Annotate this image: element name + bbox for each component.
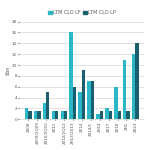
Bar: [52, 111, 55, 119]
Bar: [82, 70, 85, 119]
Y-axis label: $bn: $bn: [6, 66, 10, 75]
Bar: [132, 54, 135, 119]
Bar: [34, 111, 37, 119]
Bar: [126, 111, 130, 119]
Bar: [55, 111, 58, 119]
Bar: [37, 111, 41, 119]
Bar: [123, 60, 126, 119]
Bar: [96, 114, 100, 119]
Bar: [91, 81, 94, 119]
Bar: [25, 108, 28, 119]
Bar: [114, 87, 117, 119]
Bar: [28, 111, 32, 119]
Bar: [135, 43, 139, 119]
Bar: [87, 81, 91, 119]
Bar: [78, 92, 82, 119]
Bar: [64, 111, 67, 119]
Bar: [69, 32, 73, 119]
Bar: [105, 108, 109, 119]
Bar: [100, 111, 103, 119]
Legend: LTM CLO LF, LTM CLO LP: LTM CLO LF, LTM CLO LP: [46, 8, 118, 17]
Bar: [109, 111, 112, 119]
Bar: [43, 103, 46, 119]
Bar: [73, 87, 76, 119]
Bar: [61, 111, 64, 119]
Bar: [117, 111, 121, 119]
Bar: [46, 92, 50, 119]
